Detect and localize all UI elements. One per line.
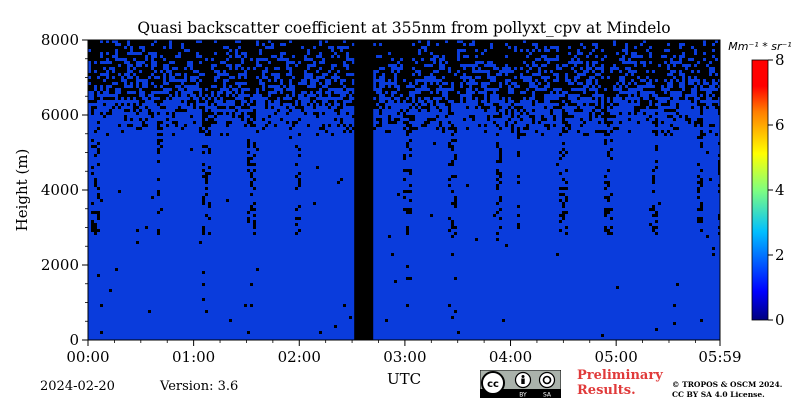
y-tick-label: 2000	[41, 256, 79, 274]
heatmap-noise-cells	[88, 40, 720, 337]
version-label: Version: 3.6	[160, 379, 239, 394]
colorbar-label: Mm⁻¹ * sr⁻¹	[728, 40, 791, 53]
missing-data-gap	[354, 40, 374, 340]
copyright-notice: © TROPOS & OSCM 2024. CC BY SA 4.0 Licen…	[672, 380, 782, 400]
colorbar-gradient	[751, 59, 769, 321]
x-axis: 00:00 01:00 02:00 03:00 04:00 05:00 05:59	[66, 340, 742, 366]
x-tick-label: 05:59	[698, 348, 741, 366]
plot-area	[88, 40, 720, 340]
preliminary-notice: Preliminary Results.	[577, 368, 663, 398]
cc-icon	[481, 371, 505, 395]
y-axis: 0 2000 4000 6000 8000	[41, 31, 88, 349]
cc-by-text: BY	[519, 392, 527, 399]
colorbar-tick-label: 4	[775, 181, 785, 199]
preliminary-line-1: Preliminary	[577, 368, 663, 383]
copyright-line-1: © TROPOS & OSCM 2024.	[672, 380, 783, 389]
x-axis-label: UTC	[387, 370, 421, 388]
preliminary-line-2: Results.	[577, 383, 636, 398]
x-tick-label: 00:00	[66, 348, 109, 366]
y-tick-label: 4000	[41, 181, 79, 199]
y-axis-label: Height (m)	[13, 149, 31, 232]
cc-sa-text: SA	[543, 392, 552, 399]
sa-icon	[538, 371, 556, 389]
x-tick-label: 02:00	[278, 348, 321, 366]
colorbar-tick-label: 0	[775, 311, 785, 329]
colorbar-ticks: 0 2 4 6 8	[768, 51, 785, 329]
colorbar-tick-label: 2	[775, 246, 785, 264]
x-tick-label: 05:00	[595, 348, 638, 366]
colorbar: 0 2 4 6 8 Mm⁻¹ * sr⁻¹	[728, 40, 791, 329]
x-tick-label: 03:00	[383, 348, 426, 366]
y-tick-label: 6000	[41, 106, 79, 124]
copyright-line-2: CC BY SA 4.0 License.	[672, 390, 765, 399]
x-tick-label: 01:00	[172, 348, 215, 366]
y-tick-label: 0	[69, 331, 79, 349]
x-tick-label: 04:00	[489, 348, 532, 366]
colorbar-tick-label: 8	[775, 51, 785, 69]
cc-license-badge: cc BY SA	[480, 370, 561, 398]
svg-text:cc: cc	[487, 379, 499, 390]
y-tick-label: 8000	[41, 31, 79, 49]
date-label: 2024-02-20	[40, 379, 115, 394]
chart-title: Quasi backscatter coefficient at 355nm f…	[137, 19, 670, 37]
colorbar-tick-label: 6	[775, 116, 785, 134]
